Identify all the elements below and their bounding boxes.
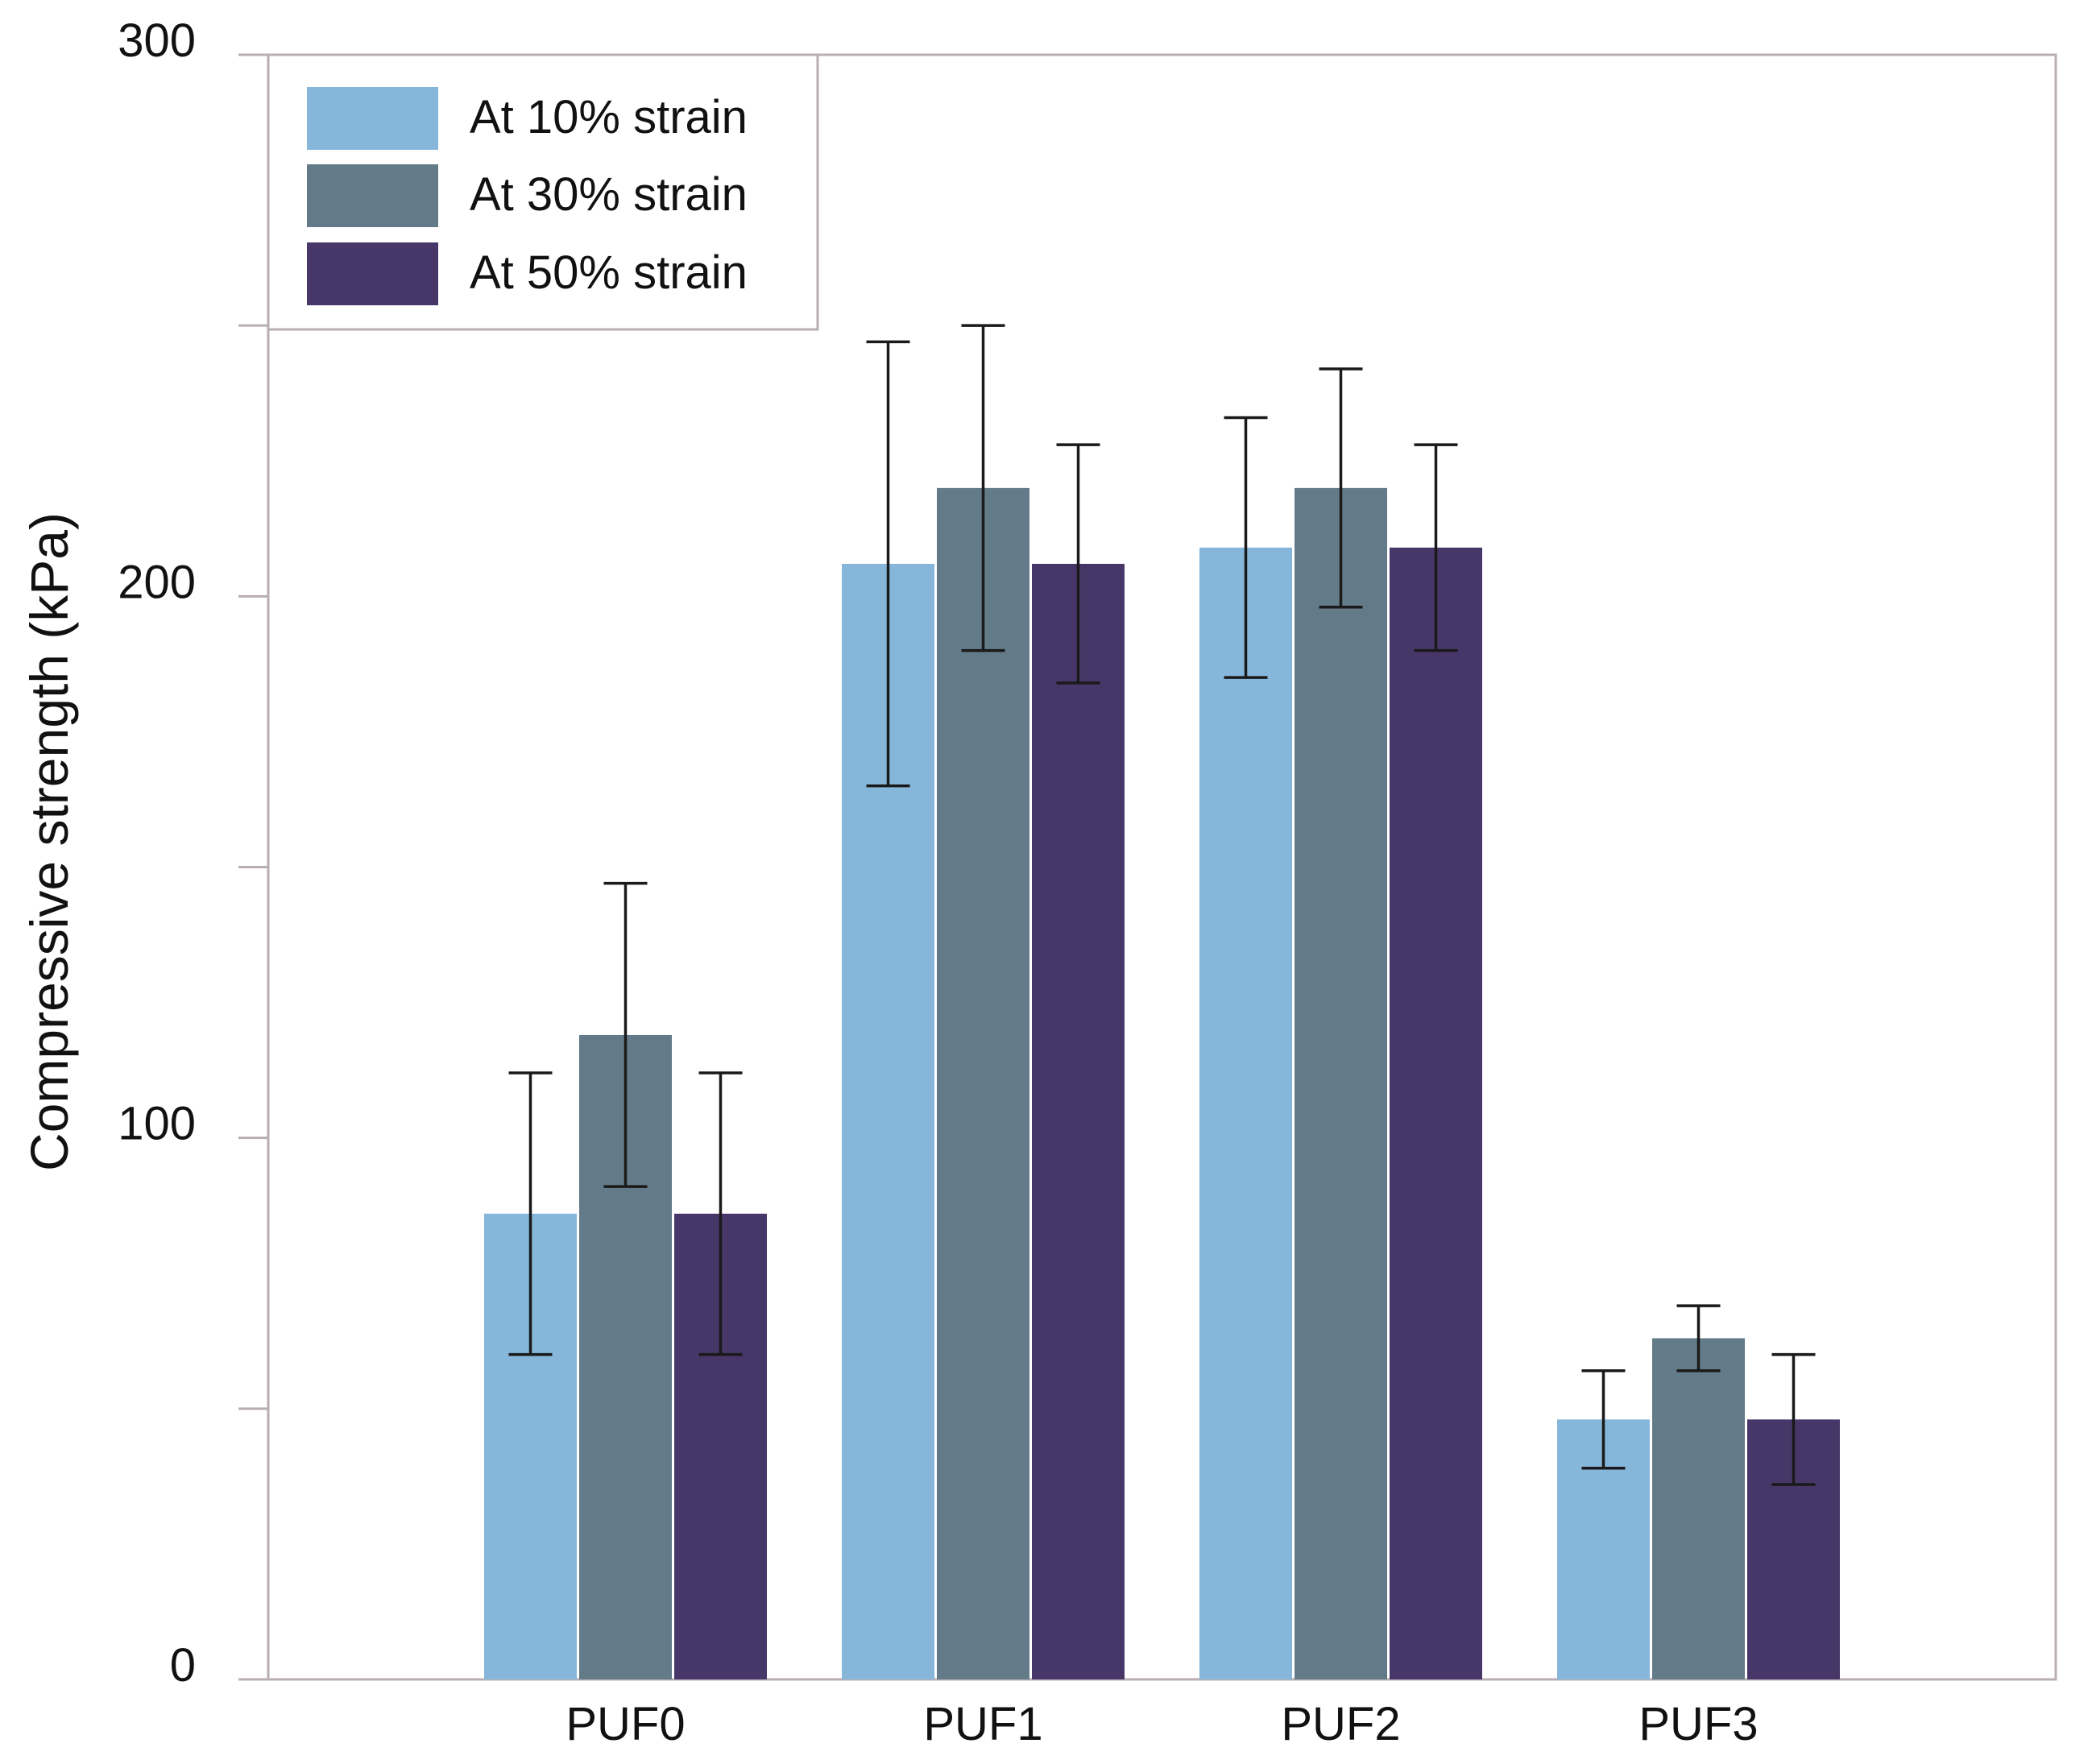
- legend-label: At 50% strain: [470, 246, 748, 299]
- x-axis-labels: PUF0 PUF1 PUF2 PUF3: [565, 1698, 1758, 1750]
- legend-swatch: [307, 164, 438, 227]
- bar: [1390, 547, 1482, 1680]
- y-tick-label: 300: [118, 14, 196, 67]
- error-bar: [1414, 443, 1458, 652]
- bar: [1199, 547, 1292, 1680]
- bars: [484, 487, 1840, 1680]
- x-tick-label: PUF1: [923, 1698, 1042, 1750]
- bar: [1295, 487, 1387, 1679]
- error-bar: [698, 1071, 743, 1356]
- bar: [1032, 563, 1125, 1679]
- y-axis-ticks: 0 100 200 300: [118, 14, 268, 1692]
- x-tick-label: PUF2: [1281, 1698, 1400, 1750]
- error-bar: [1581, 1369, 1626, 1470]
- error-bar: [1319, 367, 1363, 609]
- legend-swatch: [307, 87, 438, 150]
- x-tick-label: PUF0: [565, 1698, 685, 1750]
- legend-entry: At 10% strain: [307, 87, 748, 150]
- bar: [1652, 1338, 1745, 1679]
- x-tick-label: PUF3: [1638, 1698, 1758, 1750]
- error-bar: [1056, 443, 1100, 685]
- legend: At 10% strain At 30% strain At 50% strain: [267, 53, 819, 331]
- y-tick-label: 0: [170, 1639, 196, 1692]
- error-bar: [961, 324, 1005, 652]
- error-bar: [1771, 1352, 1816, 1486]
- y-tick-label: 100: [118, 1098, 196, 1150]
- error-bar: [866, 340, 910, 788]
- error-bar: [508, 1071, 553, 1356]
- error-bar: [1676, 1304, 1721, 1373]
- legend-entry: At 50% strain: [307, 242, 748, 305]
- bar: [937, 487, 1029, 1679]
- legend-swatch: [307, 242, 438, 305]
- legend-entry: At 30% strain: [307, 164, 748, 227]
- y-tick-label: 200: [118, 556, 196, 608]
- y-axis-label: Compressive strength (kPa): [19, 512, 79, 1171]
- legend-label: At 10% strain: [470, 91, 748, 143]
- error-bars: [508, 324, 1816, 1486]
- error-bar: [603, 881, 648, 1188]
- legend-label: At 30% strain: [470, 168, 748, 221]
- error-bar: [1224, 416, 1268, 679]
